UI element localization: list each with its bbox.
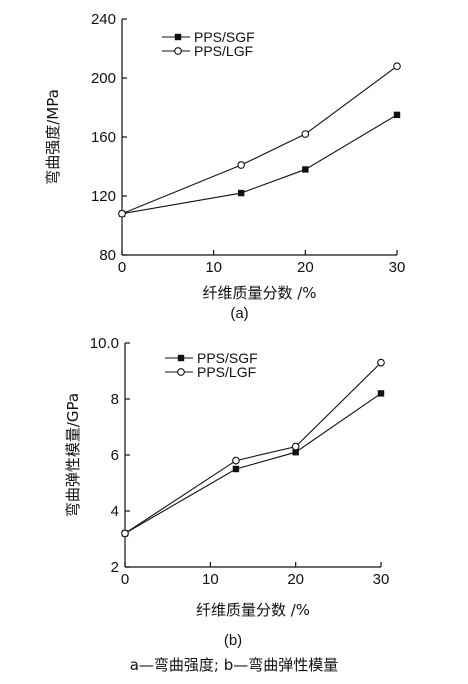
data-point (237, 189, 245, 197)
y-tick-label: 80 (99, 247, 116, 264)
legend-marker (174, 47, 182, 55)
data-point (377, 390, 385, 397)
y-tick-label: 2 (111, 559, 119, 576)
panel-label: (b) (224, 632, 242, 649)
y-tick-label: 6 (111, 447, 119, 464)
data-point (291, 442, 300, 451)
x-tick-label: 20 (287, 571, 304, 588)
y-tick-label: 160 (91, 129, 116, 146)
data-point (393, 111, 401, 119)
legend-label: PPS/SGF (194, 29, 255, 45)
x-axis-label: 纤维质量分数 /% (202, 284, 316, 302)
y-tick-label: 200 (91, 70, 116, 87)
legend-marker (177, 368, 185, 376)
y-tick-label: 240 (91, 11, 116, 28)
y-tick-label: 4 (111, 503, 119, 520)
data-point (118, 209, 126, 218)
series-line (121, 65, 398, 215)
x-axis-label: 纤维质量分数 /% (196, 601, 310, 619)
y-tick-label: 10.0 (90, 335, 119, 352)
series-line (124, 392, 382, 534)
data-point (121, 529, 129, 538)
data-point (237, 161, 246, 169)
x-tick-label: 20 (297, 259, 314, 276)
series-line (121, 114, 398, 215)
legend-label: PPS/SGF (197, 350, 258, 366)
y-axis-label: 弯曲强度/MPa (44, 89, 62, 185)
data-point (232, 465, 240, 473)
legend-marker (177, 354, 185, 362)
chart-panel-a: 0 10 20 30 80 120 160 200 240 纤维质量分数 /% 弯曲强度/MPa (a… (44, 11, 405, 322)
data-point (292, 449, 299, 456)
chart-panel-b: 0 10 20 30 2 4 6 8 10.0 纤维质量分数 /% 弯曲弹性模量/GPa (b) PPS… (64, 335, 389, 649)
figure-caption: a—弯曲强度; b—弯曲弹性模量 (130, 656, 339, 674)
x-tick-label: 10 (205, 259, 222, 276)
y-tick-label: 120 (91, 188, 116, 205)
x-tick-label: 30 (389, 259, 406, 276)
x-tick-label: 0 (118, 259, 126, 276)
data-point (302, 166, 309, 173)
data-point (301, 130, 310, 138)
data-point (393, 62, 401, 71)
legend-label: PPS/LGF (197, 364, 256, 380)
x-tick-label: 30 (373, 571, 390, 588)
x-tick-label: 0 (121, 571, 129, 588)
x-tick-label: 10 (202, 571, 219, 588)
series-line (124, 362, 382, 534)
panel-label: (a) (230, 305, 248, 322)
data-point (377, 358, 385, 367)
y-axis-label: 弯曲弹性模量/GPa (64, 393, 82, 517)
legend-marker (174, 33, 182, 41)
legend-label: PPS/LGF (194, 43, 253, 59)
y-tick-label: 8 (111, 391, 119, 408)
data-point (232, 456, 240, 465)
